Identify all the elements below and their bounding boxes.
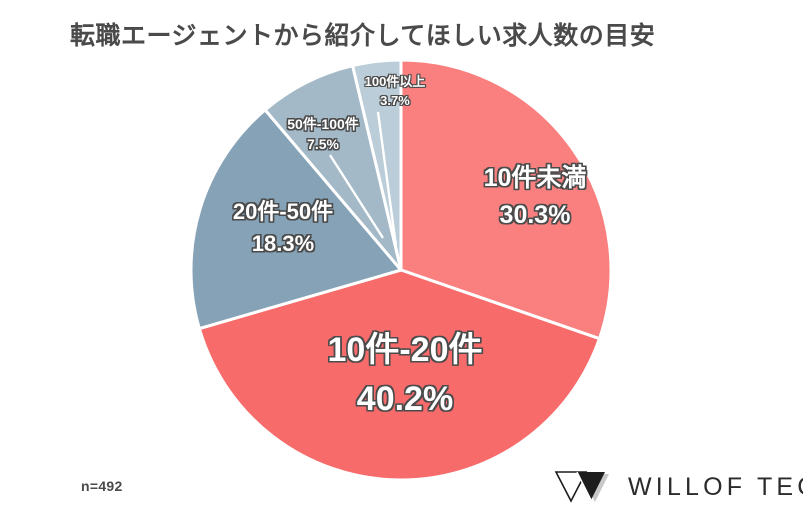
leader-line-over-100 — [376, 111, 398, 247]
pie-label-over-100-value: 3.7% — [380, 92, 410, 108]
pie-slice-over-100[interactable] — [350, 58, 403, 271]
pie-label-over-100: 100件以上 3.7% — [330, 74, 460, 109]
pie-slice-10-to-20[interactable] — [197, 268, 602, 482]
pie-label-over-100-name: 100件以上 — [364, 74, 426, 89]
pie-slice-under-10[interactable] — [399, 58, 613, 341]
pie-label-50-to-100-value: 7.5% — [307, 136, 339, 153]
pie-label-under-10-value: 30.3% — [499, 200, 571, 229]
pie-slice-20-to-50[interactable] — [189, 107, 404, 331]
sample-size-note: n=492 — [81, 478, 123, 494]
pie-label-10-to-20: 10件-20件 40.2% — [255, 330, 555, 421]
pie-label-50-to-100: 50件-100件 7.5% — [253, 116, 393, 153]
pie-label-20-to-50: 20件-50件 18.3% — [193, 199, 373, 258]
pie-label-10-to-20-value: 40.2% — [356, 380, 454, 419]
leader-line-50-to-100 — [328, 154, 385, 239]
pie-slice-50-to-100[interactable] — [263, 63, 403, 271]
pie-label-10-to-20-name: 10件-20件 — [327, 331, 483, 369]
pie-label-50-to-100-name: 50件-100件 — [287, 116, 359, 132]
pie-label-under-10-name: 10件未満 — [483, 164, 587, 192]
brand-logo: WILLOF TECH — [552, 464, 803, 510]
pie-label-20-to-50-name: 20件-50件 — [232, 199, 334, 224]
pie-label-under-10: 10件未満 30.3% — [435, 163, 635, 230]
pie-label-20-to-50-value: 18.3% — [251, 230, 315, 256]
willof-triangle-logo-icon — [554, 471, 609, 503]
page-title: 転職エージェントから紹介してほしい求人数の目安 — [70, 22, 656, 50]
brand-wordmark: WILLOF TECH — [628, 472, 803, 501]
